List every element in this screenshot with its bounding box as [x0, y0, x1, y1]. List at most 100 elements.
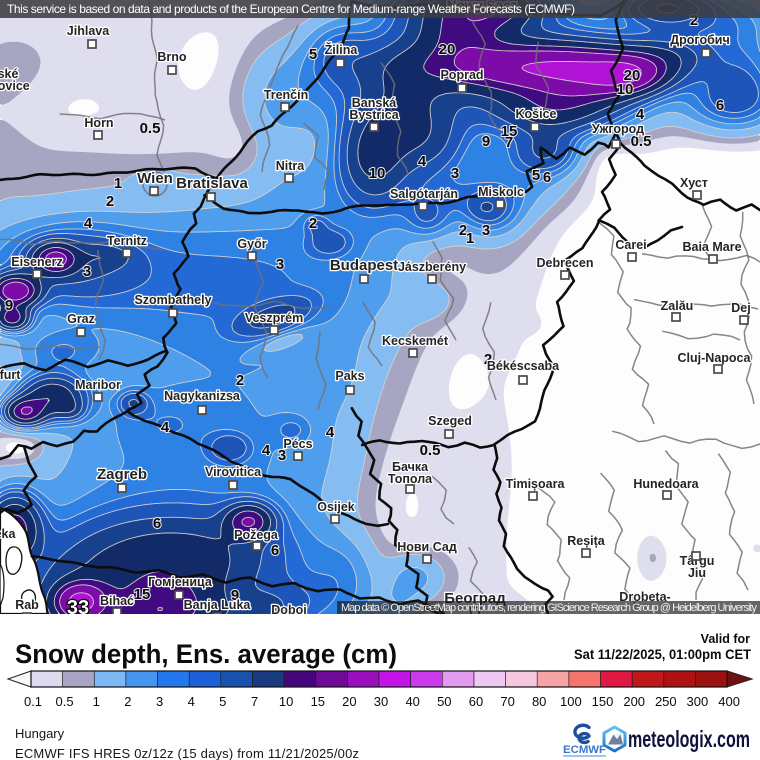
svg-text:6: 6 [153, 515, 161, 532]
svg-text:20: 20 [624, 67, 641, 84]
svg-text:Banja Luka: Banja Luka [184, 598, 252, 612]
svg-text:Хуст: Хуст [680, 176, 708, 190]
svg-text:Salgótarján: Salgótarján [390, 187, 458, 201]
svg-text:2: 2 [690, 12, 698, 29]
svg-text:2: 2 [124, 694, 131, 709]
svg-text:This service is based on data: This service is based on data and produc… [7, 2, 575, 16]
svg-text:2: 2 [236, 372, 244, 389]
svg-text:Veszprém: Veszprém [245, 311, 303, 325]
svg-text:ské: ské [0, 67, 18, 81]
svg-text:Trenčín: Trenčín [264, 88, 308, 102]
svg-text:Rab: Rab [15, 598, 39, 612]
svg-text:Žilina: Žilina [325, 42, 359, 57]
svg-text:Sat 11/22/2025, 01:00pm CET: Sat 11/22/2025, 01:00pm CET [574, 647, 752, 662]
svg-text:Miskolc: Miskolc [478, 185, 524, 199]
svg-text:4: 4 [84, 215, 93, 232]
svg-text:4: 4 [161, 419, 170, 436]
svg-text:Poprad: Poprad [440, 68, 483, 82]
svg-text:9: 9 [482, 133, 490, 150]
svg-text:6: 6 [716, 97, 724, 114]
svg-text:Békéscsaba: Békéscsaba [487, 359, 560, 373]
svg-text:9: 9 [5, 297, 13, 314]
svg-text:Reșița: Reșița [567, 534, 606, 548]
svg-text:Horn: Horn [84, 116, 113, 130]
svg-text:6: 6 [543, 169, 551, 186]
svg-text:3: 3 [278, 447, 286, 464]
svg-text:Dej: Dej [731, 301, 750, 315]
svg-text:0.5: 0.5 [420, 442, 441, 459]
svg-text:7: 7 [505, 134, 513, 151]
svg-text:Snow depth, Ens. average (cm): Snow depth, Ens. average (cm) [15, 639, 397, 669]
svg-text:30: 30 [374, 694, 388, 709]
svg-text:Osijek: Osijek [317, 500, 355, 514]
svg-text:400: 400 [718, 694, 740, 709]
svg-text:0.1: 0.1 [24, 694, 42, 709]
svg-text:20: 20 [439, 41, 456, 58]
svg-text:300: 300 [687, 694, 709, 709]
svg-text:15: 15 [501, 123, 518, 140]
svg-text:Požega: Požega [234, 528, 279, 542]
svg-text:Nitra: Nitra [276, 159, 306, 173]
svg-text:Jászberény: Jászberény [398, 260, 466, 274]
svg-text:Nagykanizsa: Nagykanizsa [164, 389, 241, 403]
svg-text:60: 60 [469, 694, 483, 709]
svg-text:1: 1 [114, 175, 122, 192]
svg-text:Győr: Győr [237, 237, 266, 251]
svg-text:Map data © OpenStreetMap contr: Map data © OpenStreetMap contributors, r… [341, 602, 758, 614]
svg-text:0.5: 0.5 [631, 133, 652, 150]
svg-text:Hunedoara: Hunedoara [633, 477, 699, 491]
svg-text:6: 6 [271, 542, 279, 559]
svg-text:Szeged: Szeged [428, 414, 472, 428]
svg-text:250: 250 [655, 694, 677, 709]
svg-text:2: 2 [459, 222, 467, 239]
svg-text:15: 15 [134, 586, 151, 603]
svg-text:Bihać: Bihać [100, 594, 134, 608]
svg-text:Bystrica: Bystrica [349, 108, 399, 122]
svg-text:20: 20 [342, 694, 356, 709]
svg-text:3: 3 [276, 256, 284, 273]
svg-text:Baia Mare: Baia Mare [682, 240, 741, 254]
svg-text:eka: eka [0, 527, 16, 541]
svg-text:Zagreb: Zagreb [97, 466, 147, 483]
svg-text:4: 4 [262, 442, 271, 459]
svg-text:50: 50 [437, 694, 451, 709]
svg-text:Bratislava: Bratislava [176, 175, 248, 192]
svg-text:5: 5 [309, 46, 317, 63]
svg-text:Zalău: Zalău [661, 299, 694, 313]
svg-text:ECMWF IFS HRES 0z/12z (15 days: ECMWF IFS HRES 0z/12z (15 days) from 11/… [15, 746, 359, 760]
svg-text:70: 70 [500, 694, 514, 709]
svg-text:Бачка: Бачка [392, 460, 429, 474]
svg-text:Paks: Paks [335, 369, 364, 383]
svg-text:Virovitica: Virovitica [205, 465, 262, 479]
svg-text:5: 5 [219, 694, 226, 709]
svg-text:Гомјеница: Гомјеница [148, 575, 213, 589]
svg-text:150: 150 [592, 694, 614, 709]
svg-text:Maribor: Maribor [75, 378, 121, 392]
svg-text:Graz: Graz [67, 312, 95, 326]
svg-text:0.5: 0.5 [140, 120, 161, 137]
svg-text:Târgu: Târgu [680, 554, 715, 568]
svg-text:10: 10 [617, 81, 634, 98]
svg-text:Топола: Топола [388, 472, 433, 486]
svg-text:Pécs: Pécs [283, 437, 312, 451]
svg-text:Ternitz: Ternitz [107, 234, 147, 248]
svg-text:Debrecen: Debrecen [537, 256, 594, 270]
svg-text:5: 5 [532, 167, 540, 184]
svg-text:3: 3 [83, 263, 91, 280]
svg-text:200: 200 [623, 694, 645, 709]
svg-text:40: 40 [405, 694, 419, 709]
svg-text:furt: furt [0, 368, 21, 382]
svg-text:80: 80 [532, 694, 546, 709]
svg-text:meteologix.com: meteologix.com [628, 726, 750, 752]
svg-text:Jiu: Jiu [688, 566, 706, 580]
svg-text:1: 1 [93, 694, 100, 709]
svg-text:Дрогобич: Дрогобич [670, 33, 730, 47]
svg-text:15: 15 [311, 694, 325, 709]
svg-text:10: 10 [369, 165, 386, 182]
svg-text:Banská: Banská [352, 96, 397, 110]
svg-text:0.5: 0.5 [56, 694, 74, 709]
svg-text:3: 3 [451, 165, 459, 182]
svg-text:Valid for: Valid for [701, 632, 750, 646]
svg-text:7: 7 [251, 694, 258, 709]
svg-text:33: 33 [67, 597, 89, 614]
